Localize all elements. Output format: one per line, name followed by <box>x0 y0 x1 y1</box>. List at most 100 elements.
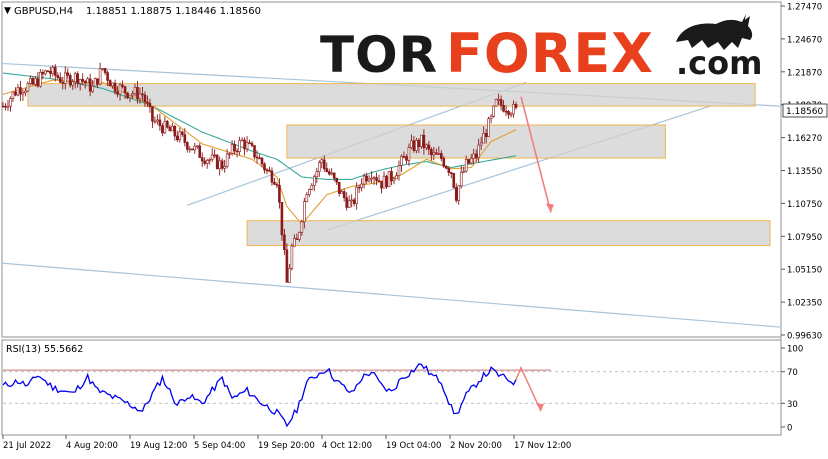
time-tick-label: 19 Sep 20:00 <box>258 441 315 451</box>
candle-body <box>422 134 426 149</box>
candle-body <box>362 175 366 185</box>
logo-forex: FOREX <box>446 22 654 85</box>
candle-body <box>49 71 52 74</box>
candle-body <box>449 172 453 174</box>
candle-body <box>357 186 361 189</box>
candle-body <box>367 178 371 182</box>
price-zone <box>246 220 771 247</box>
candle-body <box>377 180 381 182</box>
candle-body <box>141 93 144 96</box>
symbol-dropdown-icon[interactable]: ▼ <box>4 6 11 16</box>
candles <box>1 62 518 283</box>
candle-body <box>469 158 473 164</box>
candle-body <box>375 177 378 181</box>
candle-body <box>325 168 329 172</box>
candle-body <box>442 158 446 167</box>
candle-body <box>489 115 493 120</box>
candle-body <box>467 159 471 164</box>
candle-body <box>76 73 80 84</box>
candle-body <box>320 159 324 164</box>
forecast-arrowhead <box>545 203 554 213</box>
candle-body <box>26 83 30 92</box>
candle-body <box>203 160 207 164</box>
candle-body <box>427 144 431 150</box>
candle-body <box>44 70 47 75</box>
candle-body <box>171 126 174 132</box>
candle-body <box>305 194 309 202</box>
candle-body <box>317 162 321 172</box>
candle-body <box>31 78 35 85</box>
price-tick-label: 1.07950 <box>787 233 822 243</box>
candle-body <box>111 82 114 87</box>
candle-body <box>225 153 229 167</box>
price-tick-label: 1.27470 <box>787 3 822 13</box>
time-tick-label: 4 Aug 20:00 <box>66 441 118 451</box>
candle-body <box>4 105 7 108</box>
candle-body <box>340 191 343 194</box>
candle-body <box>355 186 358 204</box>
candle-body <box>295 238 299 240</box>
candle-body <box>156 119 159 122</box>
candle-body <box>128 94 132 99</box>
candle-body <box>285 249 289 283</box>
candle-body <box>255 156 259 159</box>
candle-body <box>397 165 401 176</box>
candle-body <box>447 167 451 173</box>
candle-body <box>240 139 244 142</box>
candle-body <box>39 71 42 87</box>
candle-body <box>193 145 197 151</box>
candle-body <box>420 134 423 147</box>
current-price-tag: 1.18560 <box>782 103 828 118</box>
candle-body <box>380 181 383 189</box>
candle-body <box>370 177 373 180</box>
candle-body <box>173 126 177 137</box>
candle-body <box>81 79 84 82</box>
candle-body <box>96 78 99 85</box>
candle-body <box>499 99 503 106</box>
candle-body <box>265 169 269 172</box>
candle-body <box>223 166 226 169</box>
candle-body <box>330 172 334 175</box>
price-tick-label: 1.02350 <box>787 299 822 309</box>
current-price-label: 1.18560 <box>786 107 823 117</box>
candle-body <box>61 81 65 84</box>
rsi-label: RSI(13) 55.5662 <box>6 344 83 355</box>
trend-line <box>2 262 781 328</box>
candle-body <box>494 99 498 107</box>
candle-body <box>83 80 87 84</box>
candle-body <box>270 170 274 183</box>
candle-body <box>293 238 296 247</box>
time-tick-label: 5 Sep 04:00 <box>194 441 245 451</box>
time-tick-label: 2 Nov 20:00 <box>450 441 502 451</box>
candle-body <box>432 152 436 156</box>
candle-body <box>278 184 281 203</box>
candle-body <box>435 152 438 155</box>
candle-body <box>176 135 179 141</box>
candle-body <box>9 98 12 107</box>
candle-body <box>298 232 301 240</box>
candle-body <box>390 171 393 182</box>
candle-body <box>290 245 294 269</box>
candle-body <box>93 78 97 87</box>
candle-body <box>365 175 368 182</box>
candle-body <box>168 126 172 132</box>
rsi-forecast-line <box>515 365 542 412</box>
candle-body <box>484 133 488 137</box>
candle-body <box>342 191 346 199</box>
candle-body <box>402 156 406 158</box>
candle-body <box>91 85 94 92</box>
candle-body <box>131 93 134 96</box>
candle-body <box>308 189 311 195</box>
time-tick-label: 19 Aug 12:00 <box>130 441 187 451</box>
candle-body <box>68 75 72 86</box>
candle-body <box>335 177 339 183</box>
candle-body <box>34 78 37 85</box>
candle-body <box>41 71 45 75</box>
candle-body <box>415 139 418 151</box>
candle-body <box>472 153 475 159</box>
price-tick-label: 1.16270 <box>787 134 822 144</box>
candle-body <box>1 105 5 108</box>
candle-body <box>283 234 286 251</box>
rsi-axis: 100 70 30 0 <box>781 345 803 434</box>
candle-body <box>158 119 162 127</box>
